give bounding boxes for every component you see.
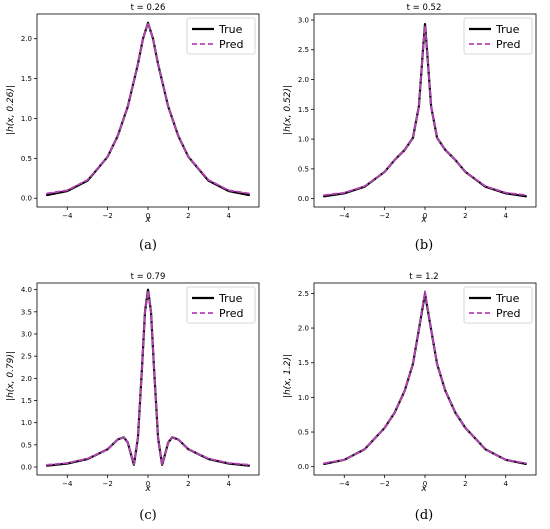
y-axis-label: |h(x, 1.2)| [283, 354, 293, 398]
x-tick-label: 4 [226, 212, 231, 220]
x-tick-label: 0 [146, 480, 150, 488]
y-tick-label: 1.0 [298, 394, 309, 402]
x-tick-label: 4 [503, 212, 508, 220]
y-tick-label: 2.0 [21, 35, 32, 43]
y-axis-label: |h(x, 0.26)| [6, 85, 16, 135]
panel-caption: (c) [139, 508, 156, 523]
y-tick-label: 1.0 [298, 136, 309, 144]
y-tick-label: 0.0 [21, 464, 32, 472]
panel-a: t = 0.26 |h(x, 0.26)| x (a) −4 −2 0 2 4 0.0 0.… [6, 3, 260, 253]
y-axis-label: |h(x, 0.79)| [6, 351, 16, 401]
series-line-pred [46, 21, 250, 195]
panel-caption: (b) [415, 238, 433, 253]
legend-label-pred: Pred [219, 38, 243, 51]
x-tick-label: 4 [226, 480, 231, 488]
x-tick-label: 2 [463, 480, 467, 488]
y-tick-label: 0.5 [21, 155, 32, 163]
x-tick-label: −2 [102, 480, 112, 488]
x-axis-label: x [144, 484, 151, 494]
x-axis-label: x [420, 215, 427, 225]
y-tick-label: 1.5 [21, 75, 32, 83]
panel-caption: (d) [415, 508, 433, 523]
legend-label-true: True [495, 292, 520, 305]
panel-c: t = 0.79 |h(x, 0.79)| x (c) −4 −2 0 2 4 0.0 0.… [6, 272, 260, 523]
y-tick-label: 2.5 [298, 290, 309, 298]
y-tick-label: 2.0 [298, 325, 309, 333]
legend-box [186, 17, 256, 55]
panel-b: t = 0.52 |h(x, 0.52)| x (b) −4 −2 0 2 4 0.0 0.… [283, 3, 537, 253]
plot-area: −4 −2 0 2 4 0.0 0.5 1.0 1.5 2.0 2.5 True Pred [298, 282, 537, 488]
x-tick-label: −2 [102, 212, 112, 220]
x-tick-label: −4 [62, 480, 73, 488]
y-tick-label: 1.5 [298, 359, 309, 367]
y-tick-label: 4.0 [21, 286, 32, 294]
y-axis-label: |h(x, 0.52)| [283, 85, 293, 135]
x-tick-label: −2 [379, 480, 389, 488]
y-tick-label: 2.0 [21, 375, 32, 383]
y-tick-label: 3.0 [21, 330, 32, 338]
x-tick-label: 2 [186, 212, 190, 220]
y-tick-label: 2.5 [21, 353, 32, 361]
panel-title: t = 0.79 [131, 272, 166, 282]
x-tick-label: 2 [463, 212, 467, 220]
panel-title: t = 0.26 [131, 3, 166, 13]
legend-label-pred: Pred [496, 38, 520, 51]
y-tick-label: 0.0 [21, 195, 32, 203]
legend-box [186, 286, 256, 324]
y-tick-label: 0.0 [298, 463, 309, 471]
x-axis-label: x [420, 484, 427, 494]
x-tick-label: −2 [379, 212, 389, 220]
x-tick-label: 0 [146, 212, 150, 220]
plot-area: −4 −2 0 2 4 0.0 0.5 1.0 1.5 2.0 2.5 3.0 True Pred [298, 13, 537, 220]
y-tick-label: 1.5 [21, 397, 32, 405]
legend-box [463, 17, 533, 55]
legend-label-true: True [218, 23, 243, 36]
legend-label-pred: Pred [219, 307, 243, 320]
legend-box [463, 286, 533, 324]
y-tick-label: 0.5 [298, 165, 309, 173]
panel-d: t = 1.2 |h(x, 1.2)| x (d) −4 −2 0 2 4 0.0 0.5 1… [283, 272, 537, 523]
y-tick-label: 2.0 [298, 76, 309, 84]
legend-label-pred: Pred [496, 307, 520, 320]
panel-title: t = 0.52 [407, 3, 442, 13]
y-tick-label: 1.0 [21, 115, 32, 123]
x-tick-label: 4 [503, 480, 508, 488]
plot-area: −4 −2 0 2 4 0.0 0.5 1.0 1.5 2.0 2.5 3.0 3.5 4.0 True Pr… [21, 282, 260, 488]
x-tick-label: −4 [339, 212, 350, 220]
x-tick-label: 0 [423, 480, 427, 488]
series-line-pred [46, 290, 250, 466]
plot-area: −4 −2 0 2 4 0.0 0.5 1.0 1.5 2.0 True Pred [21, 13, 260, 220]
panel-title: t = 1.2 [409, 272, 438, 282]
y-tick-label: 1.5 [298, 106, 309, 114]
x-tick-label: 2 [186, 480, 190, 488]
series-line-pred [323, 24, 527, 197]
legend-label-true: True [218, 292, 243, 305]
y-tick-label: 3.5 [21, 308, 32, 316]
x-tick-label: 0 [423, 212, 427, 220]
x-tick-label: −4 [339, 480, 350, 488]
x-tick-label: −4 [62, 212, 73, 220]
panel-caption: (a) [139, 238, 157, 253]
y-tick-label: 0.5 [298, 429, 309, 437]
y-tick-label: 2.5 [298, 46, 309, 54]
y-tick-label: 3.0 [298, 16, 309, 24]
y-tick-label: 0.5 [21, 441, 32, 449]
series-line-pred [323, 290, 527, 465]
x-axis-label: x [144, 215, 151, 225]
y-tick-label: 0.0 [298, 195, 309, 203]
y-tick-label: 1.0 [21, 419, 32, 427]
legend-label-true: True [495, 23, 520, 36]
